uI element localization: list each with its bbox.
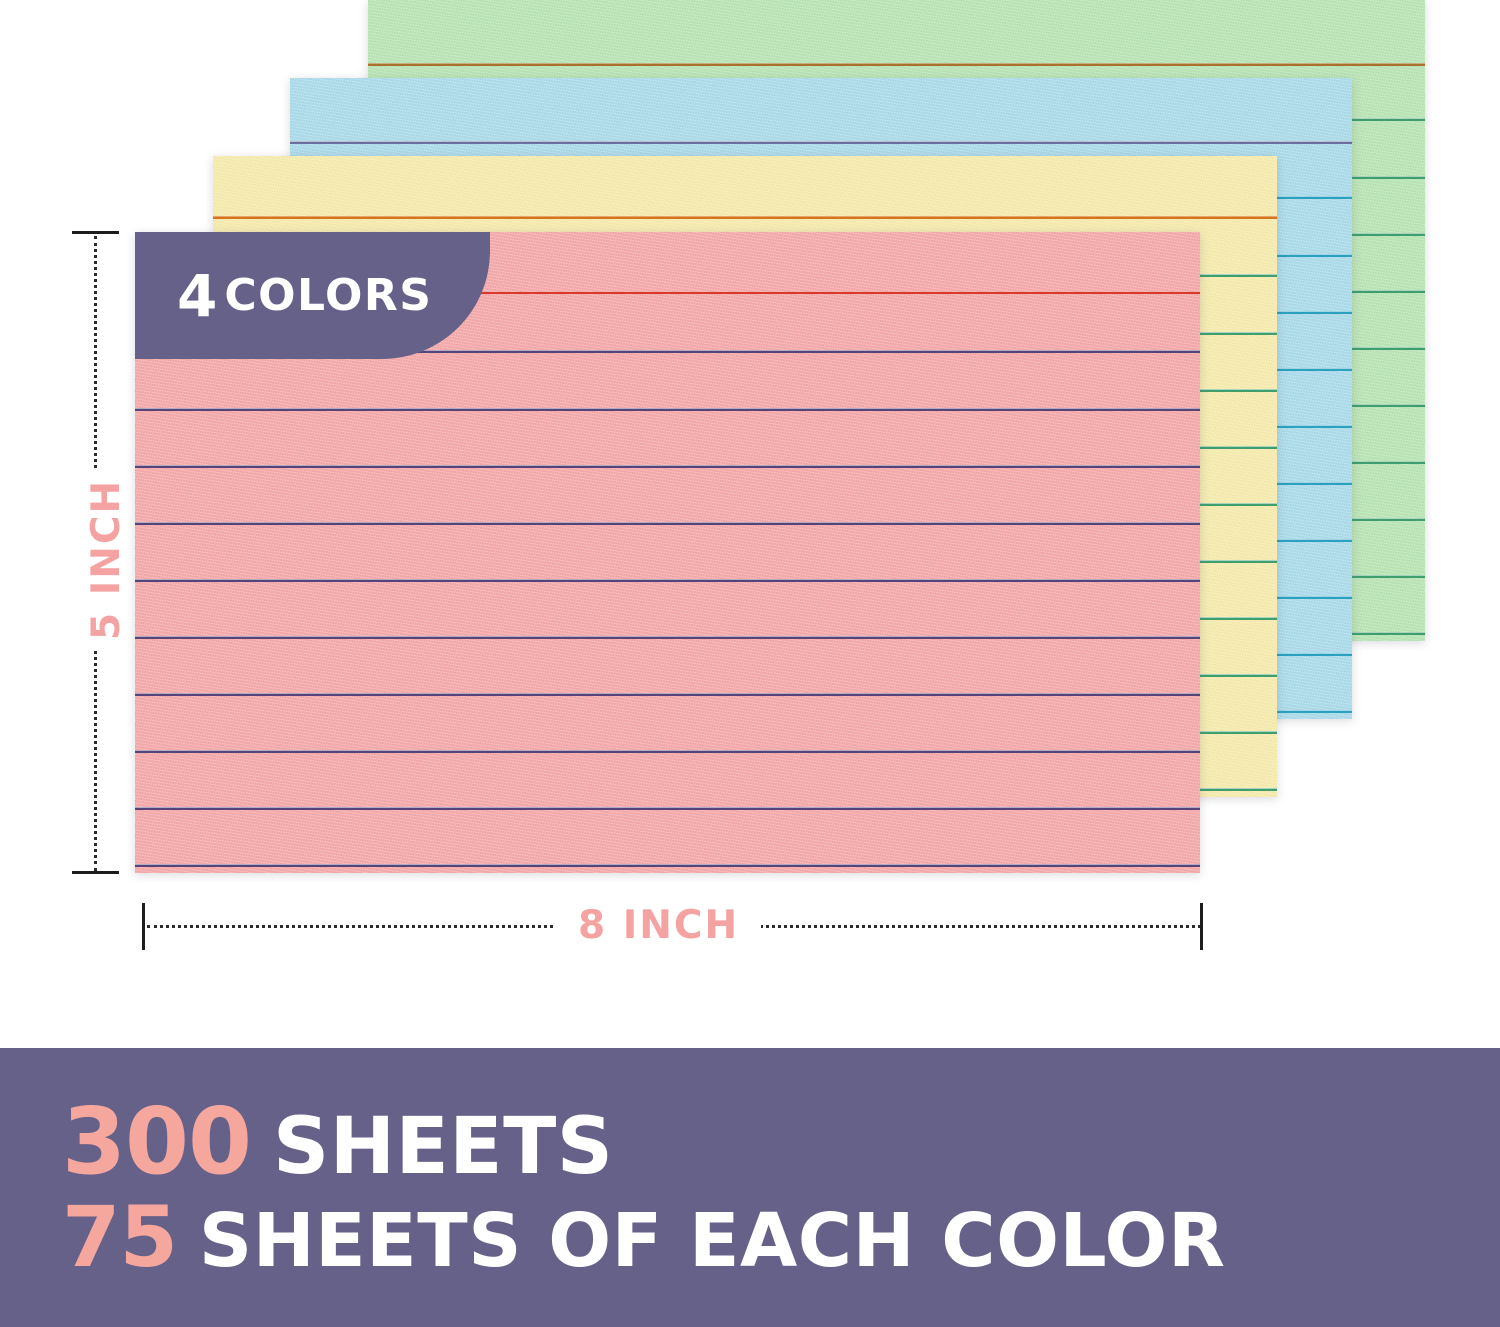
- rule-line: [135, 864, 1200, 867]
- banner-number-per-color: 75: [62, 1187, 178, 1286]
- rule-line: [135, 693, 1200, 696]
- dimension-width-label: 8 INCH: [556, 903, 762, 948]
- badge-number: 4: [177, 261, 217, 330]
- margin-rule-blue: [290, 141, 1352, 144]
- rule-line: [135, 408, 1200, 411]
- rule-line: [135, 465, 1200, 468]
- rule-line: [135, 579, 1200, 582]
- dimension-cap-right: [1200, 903, 1203, 950]
- margin-rule-pink: [135, 292, 1200, 294]
- rule-line: [135, 636, 1200, 639]
- banner-text-per-color: SHEETS OF EACH COLOR: [198, 1197, 1226, 1284]
- rule-line: [135, 350, 1200, 353]
- dimension-cap-left: [142, 903, 145, 950]
- banner-number-total: 300: [62, 1087, 252, 1195]
- banner-line-per-color: 75 SHEETS OF EACH COLOR: [62, 1187, 1500, 1286]
- margin-rule-green: [368, 63, 1425, 66]
- four-colors-badge: 4 COLORS: [135, 232, 490, 359]
- dimension-height-label: 5 INCH: [74, 470, 139, 648]
- dimension-cap-top: [72, 231, 119, 234]
- banner-text-total: SHEETS: [273, 1101, 614, 1192]
- rule-line: [135, 807, 1200, 810]
- rule-line: [135, 750, 1200, 753]
- dimension-cap-bottom: [72, 871, 119, 874]
- spec-banner: 300 SHEETS 75 SHEETS OF EACH COLOR: [0, 1048, 1500, 1327]
- rule-line: [135, 522, 1200, 525]
- margin-rule-yellow: [213, 216, 1277, 219]
- badge-label: COLORS: [224, 269, 433, 321]
- banner-line-total-sheets: 300 SHEETS: [62, 1087, 1500, 1195]
